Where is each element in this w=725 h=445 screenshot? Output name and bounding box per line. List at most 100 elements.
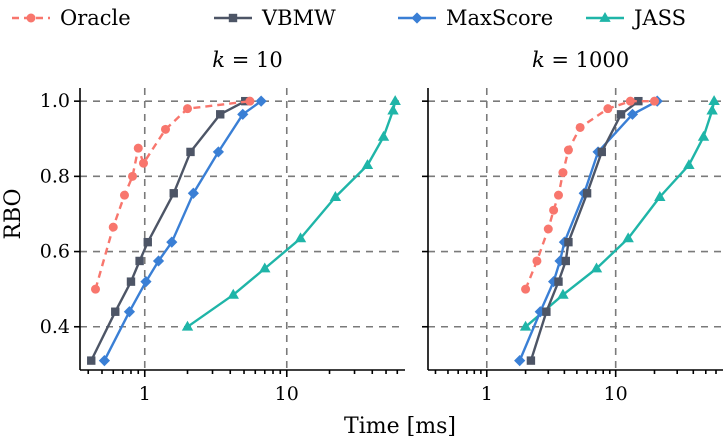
data-point-vbmw (561, 256, 570, 266)
data-point-maxscore (626, 108, 639, 120)
data-point-jass (683, 159, 695, 169)
data-point-maxscore (212, 146, 224, 158)
data-point-vbmw (135, 256, 144, 266)
data-point-jass (389, 95, 401, 106)
data-point-jass (361, 159, 374, 169)
series-oracle (91, 96, 255, 294)
series-maxscore (514, 95, 663, 367)
data-point-oracle (521, 284, 531, 294)
x-tick-label: 1 (139, 383, 151, 405)
legend-marker-square (228, 13, 238, 23)
legend-label: MaxScore (446, 6, 553, 30)
data-point-oracle (91, 284, 101, 294)
data-point-jass (557, 288, 569, 299)
y-tick-label: 0.4 (40, 316, 70, 338)
legend-marker-circle (26, 13, 36, 23)
data-point-vbmw (554, 277, 563, 286)
panels: k = 10 0.4 0.6 0.8 1.0 1 10 k = 1000 1 10 (40, 48, 723, 405)
legend-marker-diamond (411, 12, 423, 24)
data-point-vbmw (526, 356, 536, 365)
series-oracle (521, 96, 659, 294)
data-point-oracle (603, 104, 613, 114)
data-point-jass (706, 104, 718, 115)
data-point-oracle (133, 143, 143, 153)
data-point-jass (259, 262, 271, 273)
data-point-jass (697, 130, 710, 141)
data-point-vbmw (87, 356, 96, 365)
data-point-vbmw (597, 147, 606, 157)
y-axis-label: RBO (1, 188, 26, 239)
panel-2: k = 1000 1 10 (422, 48, 723, 405)
x-tick-label: 10 (275, 383, 299, 405)
data-point-jass (329, 191, 342, 201)
data-point-jass (654, 191, 666, 201)
data-point-jass (708, 95, 720, 106)
data-point-oracle (625, 96, 635, 106)
data-point-oracle (563, 145, 573, 155)
y-tick-label: 0.6 (40, 241, 70, 263)
legend-item-jass: JASS (586, 6, 686, 30)
panel-1: k = 10 0.4 0.6 0.8 1.0 1 10 (40, 48, 405, 405)
data-point-oracle (553, 190, 563, 200)
data-point-vbmw (616, 110, 626, 119)
legend-label: Oracle (60, 6, 131, 30)
series-jass (519, 95, 720, 331)
data-point-maxscore (187, 187, 199, 199)
legend-item-maxscore: MaxScore (398, 6, 553, 30)
legend: Oracle VBMW MaxScore JASS (12, 6, 686, 30)
series-vbmw (526, 96, 643, 365)
data-point-jass (294, 232, 307, 243)
data-point-maxscore (123, 306, 136, 318)
data-point-vbmw (169, 189, 178, 198)
data-point-jass (519, 320, 532, 331)
data-point-oracle (108, 222, 118, 232)
data-point-oracle (245, 96, 255, 106)
series-jass (181, 95, 401, 331)
data-point-maxscore (534, 306, 546, 318)
data-point-maxscore (255, 95, 267, 107)
data-point-oracle (543, 224, 553, 234)
panel-title: k = 1000 (532, 48, 629, 72)
data-point-vbmw (542, 307, 551, 316)
legend-item-vbmw: VBMW (214, 6, 336, 30)
data-point-jass (590, 262, 603, 273)
data-point-jass (622, 232, 634, 243)
data-point-jass (377, 130, 390, 141)
data-point-jass (387, 104, 399, 115)
legend-item-oracle: Oracle (12, 6, 131, 30)
y-tick-label: 1.0 (40, 90, 70, 112)
data-point-oracle (649, 96, 659, 106)
data-point-vbmw (582, 189, 592, 198)
data-point-oracle (139, 158, 149, 168)
data-point-oracle (161, 124, 171, 134)
series-maxscore (98, 95, 267, 367)
data-point-oracle (575, 122, 585, 132)
data-point-maxscore (152, 255, 165, 267)
data-point-vbmw (634, 96, 643, 106)
data-point-vbmw (216, 110, 225, 119)
data-point-oracle (128, 171, 138, 181)
data-point-maxscore (98, 355, 111, 367)
y-tick-label: 0.8 (40, 165, 70, 187)
data-point-jass (181, 320, 194, 331)
data-point-oracle (183, 104, 193, 114)
legend-label: VBMW (261, 6, 336, 30)
legend-label: JASS (632, 6, 686, 30)
grid (80, 88, 405, 370)
series-line-maxscore (103, 100, 262, 362)
data-point-maxscore (514, 355, 526, 367)
legend-marker-triangle (599, 12, 611, 22)
panel-title: k = 10 (212, 48, 282, 72)
data-point-vbmw (143, 237, 152, 247)
series-group (87, 95, 401, 367)
data-point-maxscore (166, 236, 178, 248)
data-point-oracle (532, 256, 542, 266)
data-point-vbmw (126, 277, 136, 286)
x-tick-label: 1 (481, 383, 493, 405)
data-point-oracle (549, 205, 559, 215)
data-point-vbmw (111, 307, 120, 316)
data-point-maxscore (548, 276, 560, 288)
data-point-oracle (558, 168, 568, 178)
x-tick-label: 10 (604, 383, 628, 405)
